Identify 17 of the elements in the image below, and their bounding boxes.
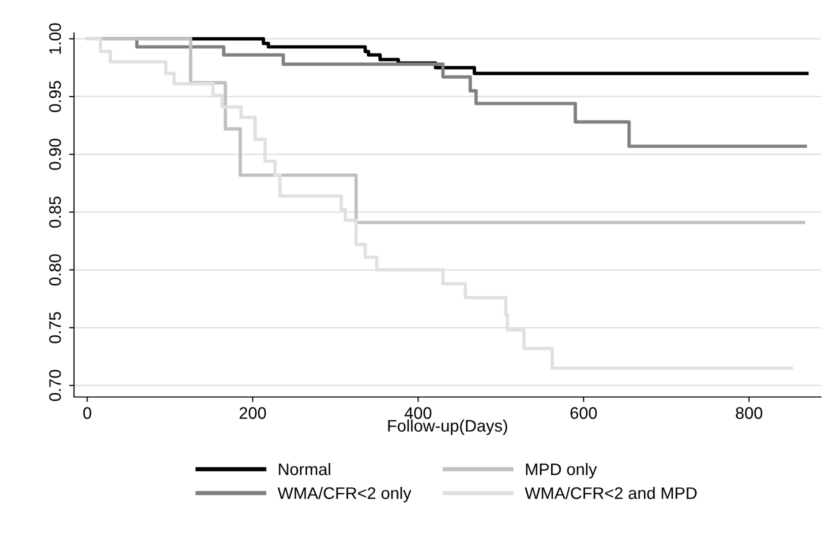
x-tick-label: 800: [736, 407, 762, 419]
y-tick-label: 0.95: [49, 81, 61, 112]
x-tick-label: 200: [240, 407, 266, 419]
x-tick-label: 600: [570, 407, 597, 419]
y-tick-label: 0.90: [49, 138, 61, 170]
x-tick-label: 400: [404, 407, 432, 419]
legend-label: WMA/CFR<2 and MPD: [524, 486, 697, 500]
y-tick-label: 0.80: [49, 254, 61, 286]
y-tick-label: 0.70: [49, 370, 61, 402]
y-tick-label: 0.85: [49, 196, 61, 228]
legend-label: MPD only: [526, 462, 597, 478]
x-tick-label: 0: [83, 407, 92, 419]
y-tick-label: 0.75: [49, 312, 61, 344]
x-axis-title: Follow-up(Days): [388, 419, 508, 436]
y-tick-label: 1.00: [49, 23, 61, 54]
legend-label: Normal: [278, 462, 330, 476]
legend-label: WMA/CFR<2 only: [278, 486, 412, 502]
